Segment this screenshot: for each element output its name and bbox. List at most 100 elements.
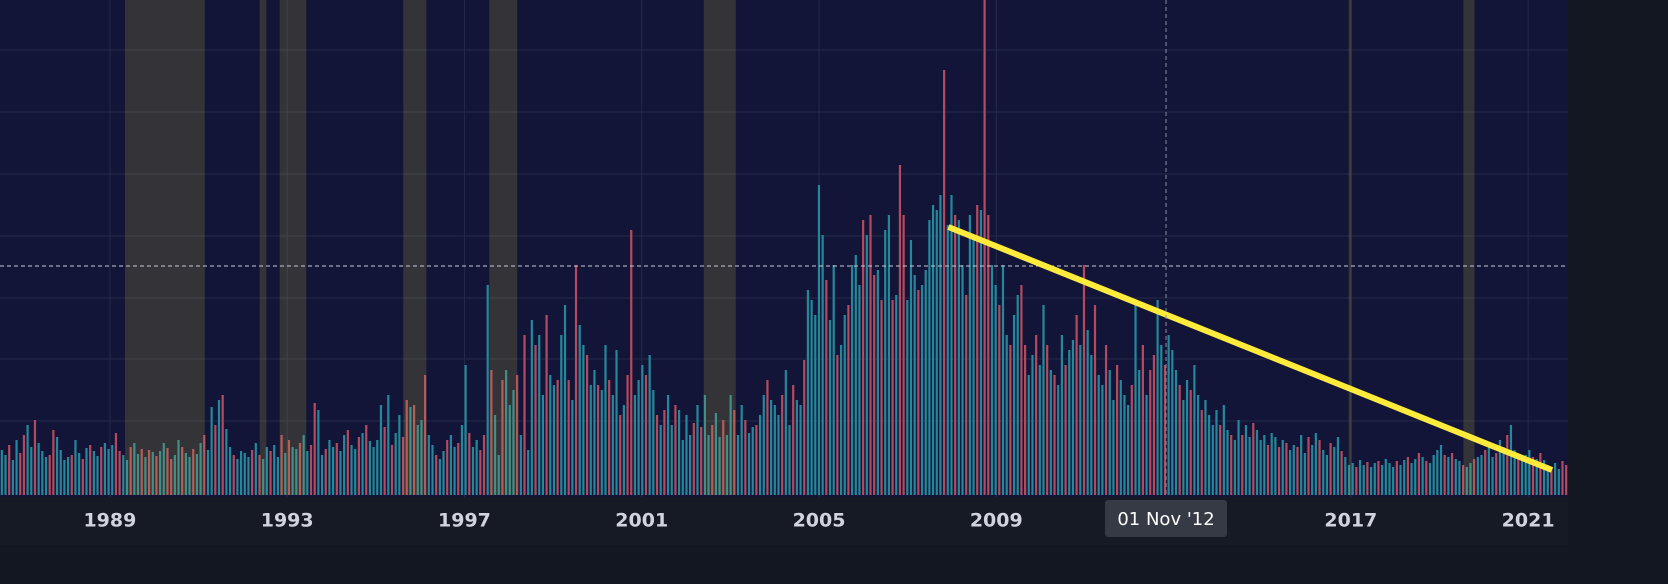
volume-bar (1454, 459, 1457, 495)
volume-bar (1193, 365, 1196, 495)
volume-bar (1020, 285, 1023, 495)
volume-bar (979, 210, 983, 495)
volume-bar (486, 285, 489, 495)
volume-bar (1138, 370, 1141, 495)
volume-bar (41, 451, 44, 495)
volume-bar (390, 445, 394, 495)
volume-bar (946, 225, 949, 495)
volume-bar (159, 451, 162, 495)
volume-bar (873, 275, 876, 495)
x-tick-label: 2005 (793, 510, 846, 532)
volume-bar (652, 390, 655, 495)
volume-bar (1285, 443, 1288, 495)
volume-bar (324, 449, 327, 495)
volume-bar (346, 430, 349, 495)
volume-bar (1167, 335, 1170, 495)
volume-bar (383, 427, 386, 495)
volume-bar (1097, 375, 1100, 495)
volume-bar (479, 450, 482, 495)
volume-bar (103, 443, 107, 495)
volume-bar (85, 448, 88, 495)
volume-bar (284, 453, 287, 495)
volume-bar (365, 425, 368, 495)
volume-bar (1542, 460, 1546, 495)
volume-bar (379, 405, 383, 495)
volume-bar (1325, 455, 1329, 495)
volume-bar (681, 440, 684, 495)
volume-bar (549, 375, 552, 495)
volume-bar (265, 447, 268, 495)
volume-bar (1255, 430, 1259, 495)
volume-bar (622, 405, 625, 495)
horizontal-grid (0, 49, 1568, 422)
volume-bar (1410, 463, 1413, 495)
volume-bar (1237, 420, 1240, 495)
volume-bar (976, 205, 979, 495)
shaded-range (279, 0, 307, 495)
shaded-range (703, 0, 736, 495)
x-tick-label: 2017 (1324, 510, 1377, 532)
volume-bar (1450, 453, 1454, 495)
volume-bar (722, 420, 725, 495)
volume-bar (1023, 345, 1027, 495)
volume-bar (1281, 440, 1284, 495)
volume-bar (195, 454, 199, 495)
volume-bar (909, 240, 913, 495)
volume-bar (162, 443, 165, 495)
volume-bar (1079, 345, 1082, 495)
volume-bar (1535, 459, 1538, 495)
volume-bar (63, 460, 66, 495)
volume-bar (711, 425, 714, 495)
volume-bar (692, 423, 695, 495)
volume-bar (1439, 445, 1443, 495)
crosshair-label: 01 Nov '12 (1117, 509, 1214, 530)
volume-bar (1520, 460, 1524, 495)
volume-bar (309, 445, 313, 495)
volume-bar (1557, 469, 1560, 495)
volume-bar (409, 407, 412, 495)
volume-bar (372, 447, 375, 495)
volume-bar (438, 459, 441, 495)
volume-bar (258, 455, 261, 495)
volume-bar (262, 459, 265, 495)
volume-bar (251, 450, 254, 495)
volume-bar (1502, 447, 1505, 495)
volume-bar (777, 415, 780, 495)
volume-bar (81, 459, 84, 495)
volume-bar (1447, 457, 1450, 495)
volume-bar (1351, 463, 1354, 495)
volume-bar (1369, 467, 1373, 495)
volume-bar (328, 440, 331, 495)
volume-bar (74, 440, 77, 495)
volume-bar (1031, 355, 1034, 495)
volume-bar (1509, 425, 1513, 495)
volume-bar (1480, 455, 1483, 495)
volume-bar (906, 300, 909, 495)
volume-bar (527, 450, 530, 495)
volume-bar (427, 435, 430, 495)
volume-bar (118, 451, 121, 495)
volume-bar (125, 460, 129, 495)
volume-bar (1152, 355, 1156, 495)
volume-bar (998, 305, 1001, 495)
volume-bar (858, 285, 861, 495)
volume-bar (545, 315, 548, 495)
volume-bar (1270, 433, 1273, 495)
volume-bar (563, 305, 567, 495)
volume-bar (957, 220, 960, 495)
volume-bar (1554, 463, 1557, 495)
volume-bar (221, 395, 224, 495)
volume-bar (703, 395, 706, 495)
volume-bar (839, 345, 843, 495)
volume-bar (460, 425, 464, 495)
volume-bar (217, 400, 221, 495)
shaded-range (489, 0, 518, 495)
volume-bar (1362, 465, 1365, 495)
volume-bar (1292, 445, 1295, 495)
volume-bar (1204, 400, 1207, 495)
volume-bar (1215, 410, 1218, 495)
volume-bar (177, 440, 180, 495)
volume-bar (412, 405, 416, 495)
volume-bar (136, 454, 140, 495)
